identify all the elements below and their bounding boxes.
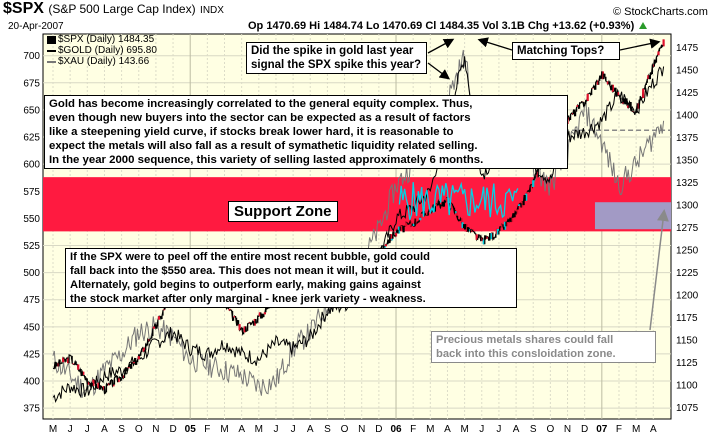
- support-zone-label: Support Zone: [228, 201, 338, 222]
- x-tick-label: J: [479, 424, 484, 435]
- x-tick-label: F: [204, 424, 210, 435]
- right-tick-label: 1225: [676, 268, 699, 279]
- x-tick-label: M: [255, 424, 263, 435]
- right-tick-label: 1375: [676, 133, 699, 144]
- right-tick-label: 1400: [676, 110, 699, 121]
- zone-0: [43, 177, 671, 232]
- x-tick-label: S: [530, 424, 537, 435]
- x-tick-label: N: [358, 424, 365, 435]
- right-tick-label: 1150: [676, 335, 698, 346]
- chart-exchange: INDX: [200, 5, 224, 16]
- x-tick-label: 05: [185, 424, 197, 435]
- arrow-gold-spike-icon: [427, 38, 455, 54]
- x-tick-label: O: [546, 424, 554, 435]
- arrow-xau-zone-icon: [649, 209, 669, 331]
- right-tick-label: 1200: [676, 290, 699, 301]
- x-tick-label: A: [444, 424, 451, 435]
- x-tick-label: M: [220, 424, 228, 435]
- ohlc-readout: Op 1470.69 Hi 1484.74 Lo 1470.69 Cl 1484…: [248, 20, 635, 32]
- arrow-matching-tops-right-icon: [619, 38, 661, 51]
- right-tick-label: 1425: [676, 88, 699, 99]
- chart-symbol: $SPX: [3, 0, 44, 17]
- x-tick-label: A: [101, 424, 108, 435]
- x-tick-label: 07: [596, 424, 608, 435]
- right-tick-label: 1250: [676, 245, 699, 256]
- right-tick-label: 1100: [676, 380, 698, 391]
- left-tick-label: 675: [23, 78, 40, 89]
- left-tick-label: 450: [23, 322, 40, 333]
- x-tick-label: A: [513, 424, 520, 435]
- right-tick-label: 1475: [676, 43, 699, 54]
- right-tick-label: 1175: [676, 313, 698, 324]
- x-tick-label: S: [324, 424, 331, 435]
- legend-entry-0: $SPX (Daily) 1484.35: [47, 34, 157, 45]
- note-matching-tops: Matching Tops?: [512, 42, 620, 60]
- x-tick-label: S: [118, 424, 125, 435]
- left-tick-label: 475: [23, 295, 40, 306]
- left-tick-label: 375: [23, 404, 40, 415]
- note-xau-zone: Precious metals shares could fall back i…: [431, 331, 656, 363]
- x-tick-label: M: [49, 424, 57, 435]
- legend-swatch-icon: [47, 49, 56, 52]
- left-tick-label: 500: [23, 268, 40, 279]
- left-tick-label: 400: [23, 377, 40, 388]
- x-tick-label: N: [152, 424, 159, 435]
- right-tick-label: 1125: [676, 358, 698, 369]
- x-tick-label: M: [426, 424, 434, 435]
- legend-label: $SPX (Daily) 1484.35: [58, 34, 155, 45]
- legend-label: $XAU (Daily) 143.66: [58, 56, 150, 67]
- legend-label: $GOLD (Daily) 695.80: [58, 45, 157, 56]
- x-tick-label: J: [273, 424, 278, 435]
- x-tick-label: A: [307, 424, 314, 435]
- x-tick-label: A: [238, 424, 245, 435]
- legend-swatch-icon: [47, 60, 56, 63]
- right-tick-label: 1275: [676, 223, 699, 234]
- x-tick-label: D: [375, 424, 382, 435]
- right-tick-label: 1300: [676, 200, 699, 211]
- x-tick-label: D: [581, 424, 588, 435]
- legend-entry-2: $XAU (Daily) 143.66: [47, 56, 157, 67]
- left-tick-label: 650: [23, 105, 40, 116]
- x-tick-label: M: [460, 424, 468, 435]
- stockcharts-watermark: © StockCharts.com: [613, 6, 708, 18]
- left-tick-label: 550: [23, 214, 40, 225]
- series-gold-support-cluster: [398, 181, 519, 220]
- x-tick-label: J: [291, 424, 296, 435]
- legend-swatch-icon: [47, 35, 56, 44]
- x-tick-label: D: [169, 424, 176, 435]
- x-tick-label: O: [341, 424, 349, 435]
- left-tick-label: 700: [23, 51, 40, 62]
- left-tick-label: 425: [23, 349, 40, 360]
- x-tick-label: F: [616, 424, 622, 435]
- x-tick-label: F: [410, 424, 416, 435]
- x-tick-label: 06: [390, 424, 402, 435]
- right-tick-label: 1325: [676, 178, 699, 189]
- left-tick-label: 600: [23, 160, 40, 171]
- x-tick-label: N: [564, 424, 571, 435]
- x-tick-label: J: [68, 424, 73, 435]
- note-bubble: If the SPX were to peel off the entire m…: [65, 248, 517, 308]
- chart-index-name: (S&P 500 Large Cap Index): [48, 2, 196, 16]
- chart-date: 20-Apr-2007: [8, 21, 64, 32]
- arrow-gold-spike-2-icon: [427, 62, 451, 80]
- x-tick-label: O: [135, 424, 143, 435]
- right-tick-label: 1350: [676, 155, 699, 166]
- left-tick-label: 525: [23, 241, 40, 252]
- legend: $SPX (Daily) 1484.35 $GOLD (Daily) 695.80…: [47, 34, 157, 67]
- x-tick-label: A: [650, 424, 657, 435]
- left-tick-label: 575: [23, 187, 40, 198]
- x-tick-label: J: [85, 424, 90, 435]
- zone-1: [594, 202, 671, 230]
- legend-entry-1: $GOLD (Daily) 695.80: [47, 45, 157, 56]
- up-triangle-icon: [639, 22, 648, 29]
- note-gold-spike: Did the spike in gold last year signal t…: [246, 42, 427, 74]
- left-tick-label: 625: [23, 133, 40, 144]
- note-correlation: Gold has become increasingly correlated …: [44, 95, 568, 169]
- x-tick-label: J: [496, 424, 501, 435]
- x-tick-label: M: [632, 424, 640, 435]
- right-tick-label: 1075: [676, 403, 699, 414]
- right-tick-label: 1450: [676, 65, 699, 76]
- arrow-matching-tops-left-icon: [477, 37, 513, 51]
